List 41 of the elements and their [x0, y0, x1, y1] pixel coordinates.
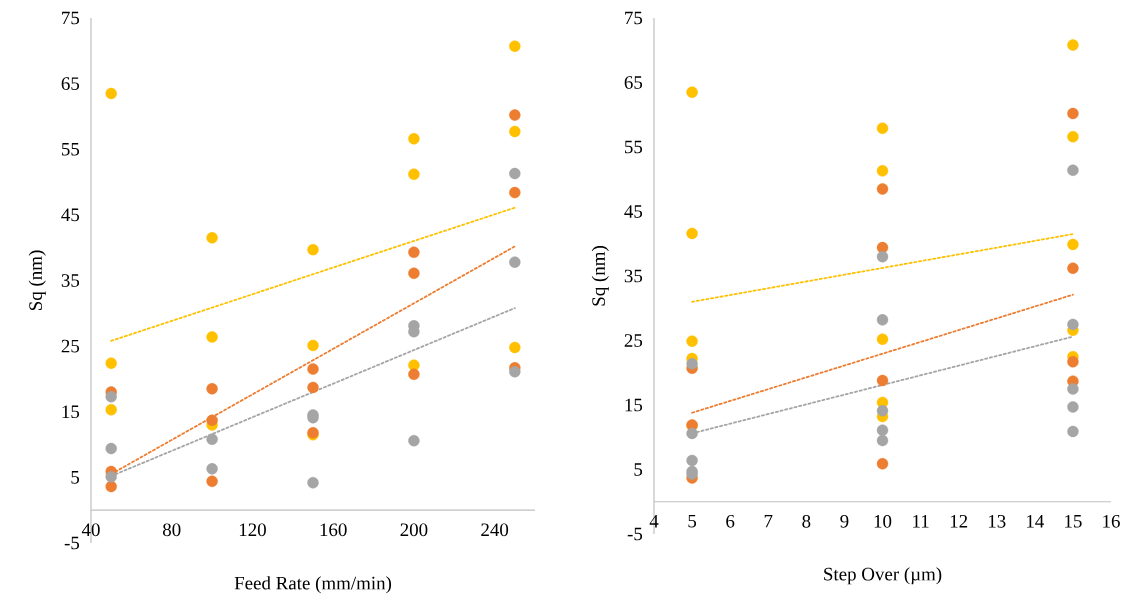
x-axis-title: Step Over (µm) [824, 567, 942, 585]
y-tick-label: -5 [627, 527, 643, 541]
y-tick-label: 75 [62, 11, 80, 25]
x-tick-label: 8 [802, 514, 811, 528]
y-tick-label: 35 [61, 274, 80, 287]
x-tick-label: 160 [320, 523, 347, 537]
y-tick-label: 65 [61, 77, 80, 90]
x-tick-label: 11 [913, 514, 929, 528]
y-tick-label: 55 [624, 140, 643, 154]
x-tick-label: 80 [162, 523, 181, 537]
y-tick-label: 15 [625, 398, 643, 412]
x-tick-label: 13 [988, 514, 1006, 528]
y-tick-label: -5 [64, 536, 80, 550]
y-tick-label: 55 [61, 142, 80, 156]
x-tick-label: 240 [481, 523, 509, 537]
x-tick-label: 200 [400, 523, 428, 537]
y-tick-label: 25 [624, 334, 643, 347]
x-tick-label: 7 [764, 514, 773, 528]
y-axis-title: Sq (nm) [28, 250, 46, 310]
x-tick-label: 6 [726, 514, 735, 528]
x-tick-label: 12 [950, 514, 968, 528]
x-tick-label: 120 [239, 523, 266, 537]
x-tick-label: 5 [688, 514, 697, 528]
x-tick-label: 9 [840, 514, 849, 528]
y-tick-label: 45 [61, 208, 80, 222]
y-tick-label: 65 [624, 76, 643, 89]
x-tick-label: 10 [874, 514, 892, 528]
x-tick-label: 4 [649, 514, 659, 528]
y-axis-title: Sq (nm) [591, 246, 609, 306]
x-tick-label: 15 [1065, 514, 1082, 528]
x-axis-title: Feed Rate (mm/min) [234, 576, 392, 594]
x-tick-label: 14 [1027, 514, 1045, 528]
y-tick-label: 35 [624, 269, 643, 283]
x-tick-label: 40 [81, 523, 100, 537]
y-tick-label: 5 [71, 471, 80, 484]
y-tick-label: 75 [625, 11, 643, 25]
x-tick-label: 16 [1103, 514, 1120, 528]
y-tick-label: 15 [62, 405, 80, 419]
y-tick-label: 25 [61, 339, 80, 353]
y-tick-label: 5 [634, 463, 643, 476]
y-tick-label: 45 [624, 205, 643, 218]
